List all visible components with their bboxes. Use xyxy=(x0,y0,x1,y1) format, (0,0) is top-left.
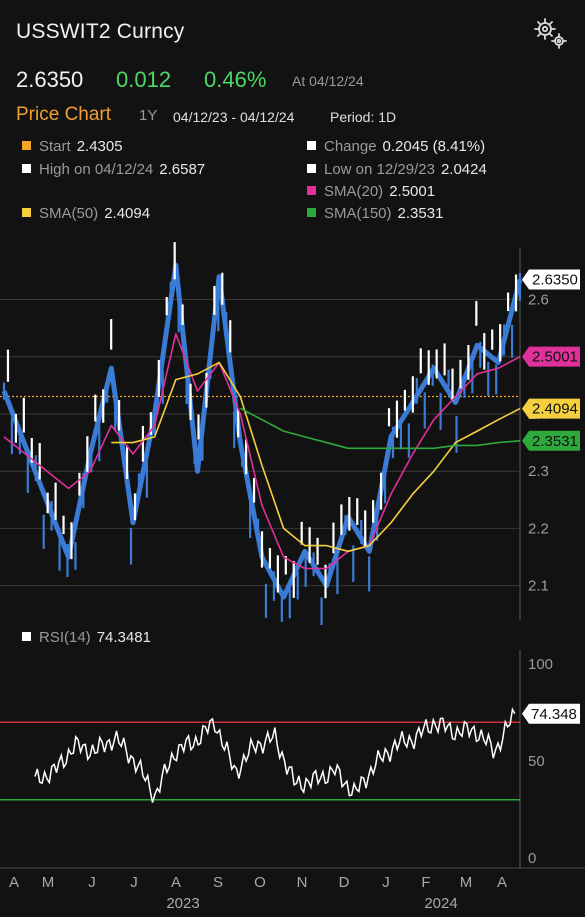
sma150-line xyxy=(239,407,521,450)
rsi-tick-label: 0 xyxy=(528,850,536,867)
legend-low-swatch xyxy=(307,164,316,173)
rsi-tick-label: 50 xyxy=(528,753,545,770)
x-month-label: M xyxy=(460,874,473,891)
rsi-chart[interactable]: 100 50 0 74.348 A M J J A S O N D J F M A 2023 2024 xyxy=(0,650,585,917)
last-value-label: 2.4094 xyxy=(532,401,578,418)
x-month-label: A xyxy=(497,874,507,891)
legend-start-swatch xyxy=(22,141,31,150)
legend-change-swatch xyxy=(307,141,316,150)
rsi-last-tag xyxy=(522,703,580,724)
x-month-label: A xyxy=(9,874,19,891)
period-selector[interactable]: Period: 1D xyxy=(330,109,397,125)
price-series-line xyxy=(1,262,523,600)
price-chart-title[interactable]: Price Chart xyxy=(16,104,112,125)
legend-sma150-swatch xyxy=(307,208,316,217)
price-chart[interactable]: 2.62.52.42.32.22.12.63502.50012.40942.35… xyxy=(0,240,585,625)
last-value-tag xyxy=(522,269,580,290)
net-change: 0.012 xyxy=(116,67,172,92)
price-tick-label: 2.2 xyxy=(528,520,549,537)
x-month-label: N xyxy=(297,874,308,891)
rsi-tick-label: 100 xyxy=(528,656,553,673)
legend-change: Change 0.2045 (8.41%) xyxy=(307,138,485,155)
price-tick-label: 2.6 xyxy=(528,292,549,309)
legend-high-swatch xyxy=(22,164,31,173)
legend-high: High on 04/12/24 2.6587 xyxy=(22,161,205,178)
x-month-label: D xyxy=(339,874,350,891)
last-value-label: 2.3531 xyxy=(532,433,578,450)
x-month-label: J xyxy=(130,874,138,891)
last-value-label: 2.5001 xyxy=(532,349,578,366)
range-selector[interactable]: 1Y xyxy=(139,107,158,124)
x-month-label: M xyxy=(42,874,55,891)
legend-start: Start 2.4305 xyxy=(22,138,123,155)
legend-rsi-swatch xyxy=(22,632,31,641)
price-tick-label: 2.3 xyxy=(528,463,549,480)
percent-change: 0.46% xyxy=(204,67,267,92)
legend-rsi: RSI(14) 74.3481 xyxy=(22,629,151,646)
x-month-label: A xyxy=(171,874,181,891)
last-value-tag xyxy=(522,346,580,367)
x-year-label: 2023 xyxy=(166,895,199,912)
x-month-label: J xyxy=(382,874,390,891)
candle-group xyxy=(2,242,522,625)
last-value-tag xyxy=(522,430,580,451)
legend-sma50: SMA(50) 2.4094 xyxy=(22,205,150,222)
as-of-date: At 04/12/24 xyxy=(292,73,364,89)
sma20-line xyxy=(3,333,521,570)
gear-icon[interactable] xyxy=(532,16,568,50)
x-year-label: 2024 xyxy=(424,895,457,912)
x-month-label: F xyxy=(421,874,430,891)
legend-sma50-swatch xyxy=(22,208,31,217)
legend-sma20-swatch xyxy=(307,186,316,195)
x-month-label: S xyxy=(213,874,223,891)
last-value-tag xyxy=(522,398,580,419)
sma50-line xyxy=(111,361,521,553)
last-value-label: 2.6350 xyxy=(532,271,578,288)
legend-low: Low on 12/29/23 2.0424 xyxy=(307,161,487,178)
x-month-label: O xyxy=(254,874,266,891)
rsi-series-line xyxy=(34,707,516,803)
x-month-label: J xyxy=(88,874,96,891)
price-tick-label: 2.1 xyxy=(528,578,549,595)
page-title: USSWIT2 Curncy xyxy=(16,20,185,43)
legend-sma150: SMA(150) 2.3531 xyxy=(307,205,443,222)
rsi-last-label: 74.348 xyxy=(531,706,577,723)
legend-sma20: SMA(20) 2.5001 xyxy=(307,183,435,200)
date-range[interactable]: 04/12/23 - 04/12/24 xyxy=(173,109,295,125)
last-price: 2.6350 xyxy=(16,67,84,92)
